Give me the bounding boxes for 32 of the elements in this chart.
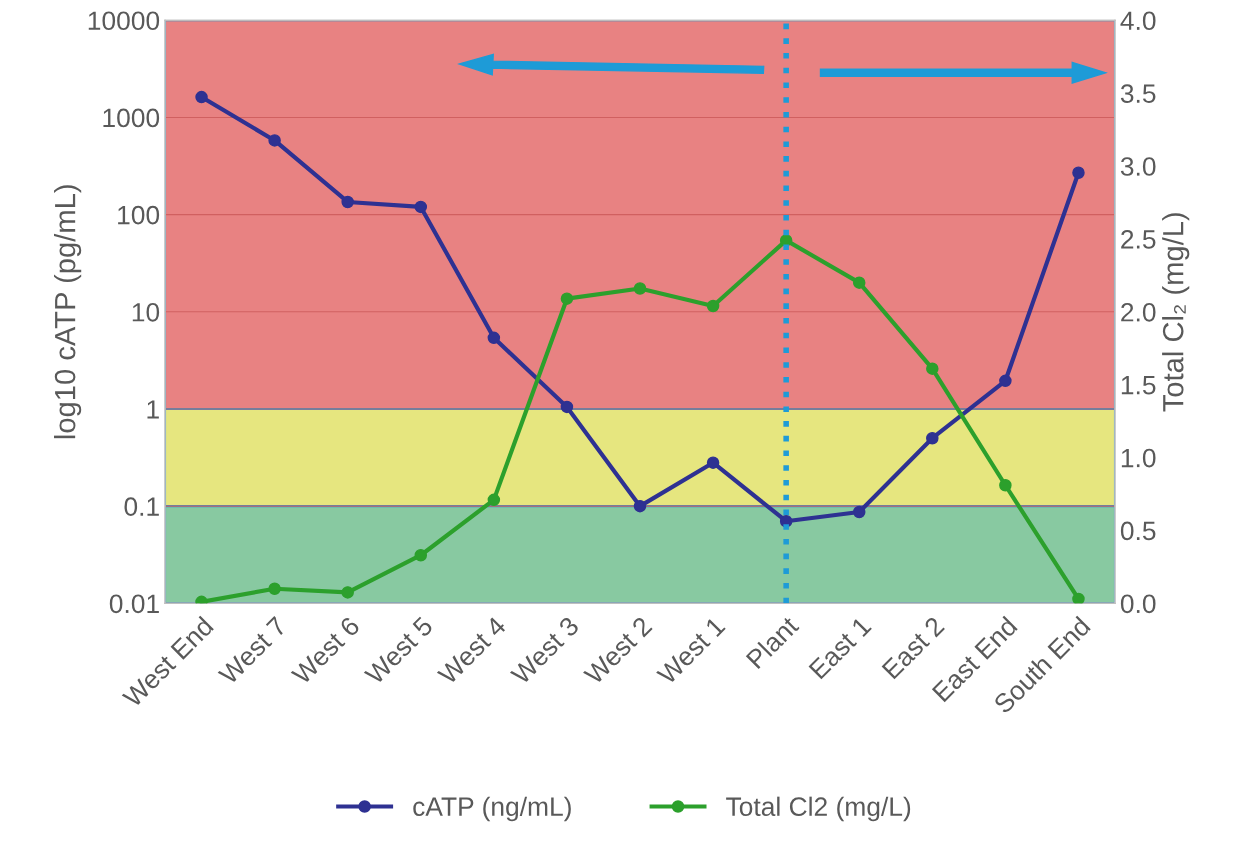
point [633, 499, 647, 513]
y2-axis-title: Total Cl₂ (mg/L) [1162, 213, 1190, 412]
y-tick-label: 10000 [88, 11, 160, 31]
point [926, 431, 939, 445]
y-tick-label: 0.1 [124, 497, 159, 516]
point [341, 195, 354, 209]
y2-tick-label: 3.5 [1120, 84, 1156, 103]
point [706, 456, 720, 469]
point [195, 90, 208, 104]
y-tick-label: 1 [147, 400, 159, 419]
y-tick-label: 10 [132, 302, 160, 322]
y2-tick-label: 1.5 [1121, 376, 1156, 395]
y2-tick-label: 0.0 [1120, 594, 1156, 614]
point [1072, 166, 1085, 179]
y2-tick-label: 4.0 [1120, 11, 1156, 31]
point [487, 331, 501, 345]
point [560, 400, 574, 414]
legend-label: Total Cl2 (mg/L) [726, 796, 911, 822]
y-axis-title: log10 cATP (pg/mL) [54, 185, 82, 439]
y-tick-label: 0.01 [109, 594, 159, 614]
y2-tick-label: 2.0 [1121, 302, 1156, 322]
legend-label: cATP (ng/mL) [413, 796, 571, 822]
point [268, 134, 281, 147]
y2-tick-label: 1.0 [1121, 448, 1156, 468]
y-tick-label: 1000 [103, 108, 160, 128]
y2-tick-label: 0.5 [1120, 521, 1156, 541]
point [414, 200, 428, 214]
y2-tick-label: 2.5 [1121, 230, 1156, 249]
y2-tick-label: 3.0 [1120, 157, 1156, 176]
y-tick-label: 100 [118, 205, 160, 225]
point [999, 374, 1012, 388]
point [852, 505, 866, 519]
